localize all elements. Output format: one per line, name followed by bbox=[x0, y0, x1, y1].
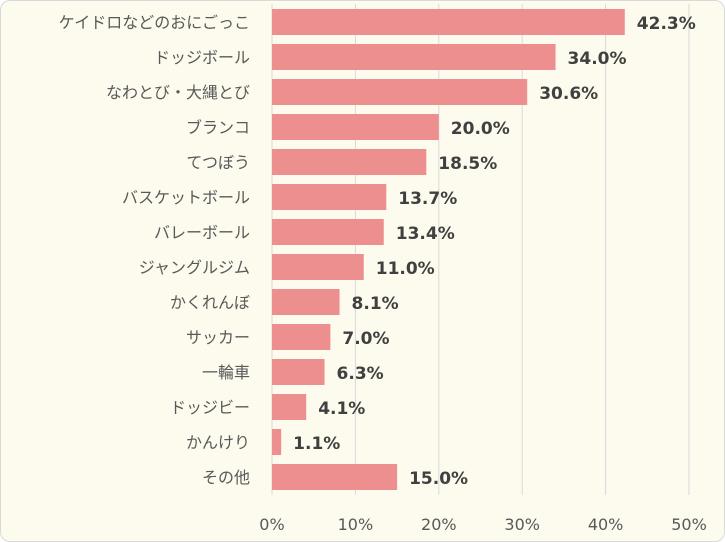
category-label: ドッジビー bbox=[170, 398, 250, 417]
bar bbox=[272, 324, 331, 350]
category-label: ドッジボール bbox=[154, 48, 250, 67]
x-tick-label: 40% bbox=[588, 515, 624, 534]
x-tick-label: 10% bbox=[338, 515, 374, 534]
data-label: 30.6% bbox=[539, 84, 598, 104]
bar bbox=[272, 394, 307, 420]
data-label: 7.0% bbox=[342, 329, 389, 349]
data-label: 6.3% bbox=[337, 364, 384, 384]
data-label: 34.0% bbox=[568, 49, 627, 69]
bar bbox=[272, 464, 398, 490]
data-label: 11.0% bbox=[376, 259, 435, 279]
bar bbox=[272, 79, 528, 105]
category-label: バスケットボール bbox=[122, 188, 250, 207]
category-label: ケイドロなどのおにごっこ bbox=[59, 13, 250, 32]
category-label: ジャングルジム bbox=[139, 258, 250, 277]
data-label: 13.7% bbox=[398, 189, 457, 209]
bar bbox=[272, 429, 282, 455]
bar bbox=[272, 289, 340, 315]
bar bbox=[272, 254, 364, 280]
category-label: バレーボール bbox=[154, 223, 250, 242]
category-label: その他 bbox=[202, 468, 250, 487]
category-label: てつぼう bbox=[186, 153, 250, 172]
data-label: 1.1% bbox=[293, 434, 340, 454]
bar bbox=[272, 114, 439, 140]
category-label: 一輪車 bbox=[202, 363, 250, 382]
bar bbox=[272, 184, 387, 210]
x-tick-label: 20% bbox=[421, 515, 457, 534]
data-label: 8.1% bbox=[352, 294, 399, 314]
category-label: かんけり bbox=[186, 433, 250, 452]
x-tick-label: 0% bbox=[259, 515, 284, 534]
bar bbox=[272, 44, 556, 70]
data-label: 42.3% bbox=[637, 14, 696, 34]
bar bbox=[272, 219, 384, 245]
category-label: なわとび・大縄とび bbox=[106, 83, 250, 102]
data-label: 18.5% bbox=[438, 154, 497, 174]
x-tick-label: 50% bbox=[671, 515, 707, 534]
category-label: サッカー bbox=[186, 328, 250, 347]
category-label: ブランコ bbox=[186, 118, 250, 137]
bar bbox=[272, 149, 427, 175]
data-label: 4.1% bbox=[318, 399, 365, 419]
data-label: 13.4% bbox=[396, 224, 455, 244]
x-tick-label: 30% bbox=[504, 515, 540, 534]
bar bbox=[272, 359, 325, 385]
data-label: 20.0% bbox=[451, 119, 510, 139]
category-label: かくれんぼ bbox=[170, 293, 250, 312]
bar bbox=[272, 9, 625, 35]
data-label: 15.0% bbox=[409, 469, 468, 489]
